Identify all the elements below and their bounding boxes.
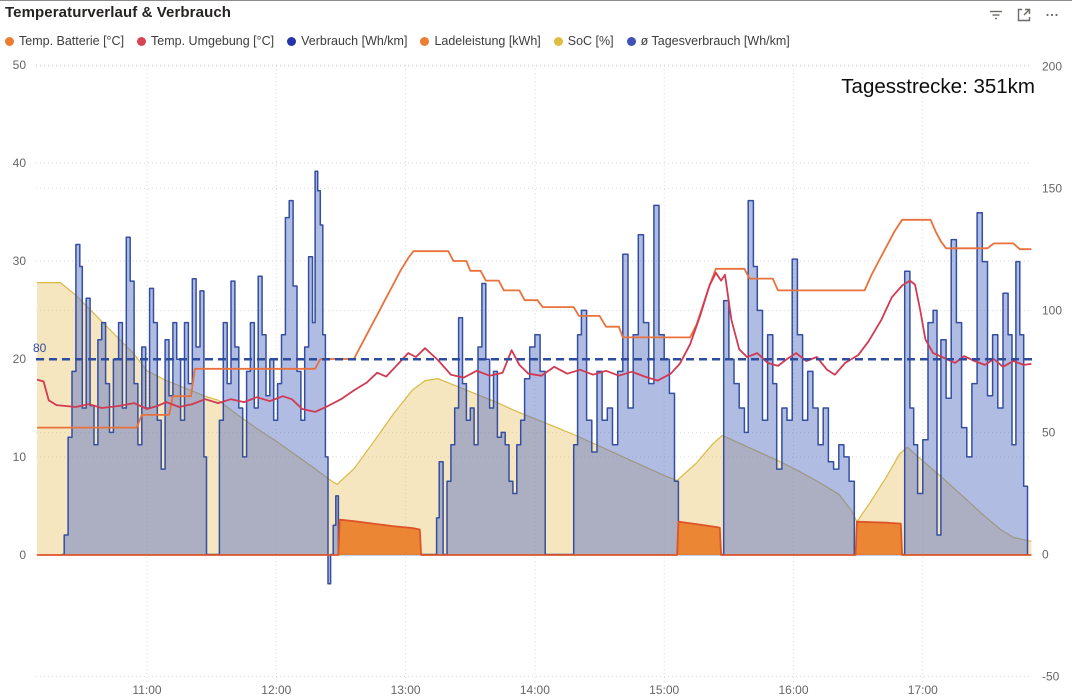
legend-item-ladeleistung[interactable]: Ladeleistung [kWh]: [420, 34, 541, 48]
x-tick-label: 15:00: [649, 683, 679, 697]
filter-icon[interactable]: [988, 7, 1004, 23]
tagesstrecke-annotation: Tagesstrecke: 351km: [841, 75, 1035, 98]
series-temp-umgebung-line: [36, 271, 1032, 413]
y-right-tick-label: 0: [1042, 548, 1049, 562]
x-tick-label: 11:00: [132, 683, 161, 697]
legend-item-label: Verbrauch [Wh/km]: [301, 34, 408, 48]
temp-batterie-legend-dot: [5, 36, 14, 46]
legend-item-verbrauch[interactable]: Verbrauch [Wh/km]: [287, 34, 407, 48]
y-left-tick-label: 20: [13, 352, 27, 366]
y-right-tick-label: -50: [1042, 670, 1060, 684]
verbrauch-legend-dot: [287, 36, 297, 46]
legend: Temp. Batterie [°C] Temp. Umgebung [°C] Ve…: [5, 34, 790, 48]
soc-legend-dot: [553, 36, 563, 46]
x-tick-label: 17:00: [908, 683, 938, 697]
x-tick-label: 14:00: [520, 683, 550, 697]
y-left-tick-label: 30: [13, 254, 27, 268]
y-right-tick-label: 100: [1042, 303, 1062, 317]
legend-item-soc[interactable]: SoC [%]: [553, 34, 614, 48]
x-tick-label: 16:00: [778, 683, 808, 697]
more-options-icon[interactable]: [1044, 7, 1060, 23]
legend-item-label: ø Tagesverbrauch [Wh/km]: [640, 34, 790, 48]
series-soc-line: [37, 282, 1032, 542]
legend-item-label: SoC [%]: [567, 34, 614, 48]
tagesverbrauch-legend-dot: [626, 36, 636, 46]
series-ladeleistung-line: [37, 518, 1032, 556]
series-temp-batterie-line: [37, 218, 1032, 429]
legend-item-label: Temp. Batterie [°C]: [19, 34, 125, 48]
y-left-tick-label: 0: [19, 548, 26, 562]
y-right-tick-label: 150: [1042, 181, 1062, 195]
y-right-tick-label: 50: [1042, 425, 1056, 439]
legend-item-label: Ladeleistung [kWh]: [434, 34, 541, 48]
page-title: Temperaturverlauf & Verbrauch: [5, 4, 232, 21]
series-verbrauch-line: [61, 170, 1029, 585]
x-tick-label: 13:00: [391, 683, 421, 697]
avg-line-label: 80: [33, 341, 47, 355]
y-left-tick-label: 40: [13, 156, 27, 170]
legend-item-temp-batterie[interactable]: Temp. Batterie [°C]: [5, 34, 124, 48]
ladeleistung-legend-dot: [420, 36, 430, 46]
visual-header: [988, 7, 1060, 23]
temp-umgebung-legend-dot: [137, 36, 147, 46]
y-right-tick-label: 200: [1042, 59, 1062, 73]
legend-item-temp-umgebung[interactable]: Temp. Umgebung [°C]: [137, 34, 274, 48]
legend-item-label: Temp. Umgebung [°C]: [151, 34, 275, 48]
focus-mode-icon[interactable]: [1016, 7, 1032, 23]
y-left-tick-label: 50: [13, 58, 27, 72]
legend-item-tagesverbrauch[interactable]: ø Tagesverbrauch [Wh/km]: [626, 34, 790, 48]
x-tick-label: 12:00: [261, 683, 291, 697]
y-left-tick-label: 10: [13, 450, 27, 464]
